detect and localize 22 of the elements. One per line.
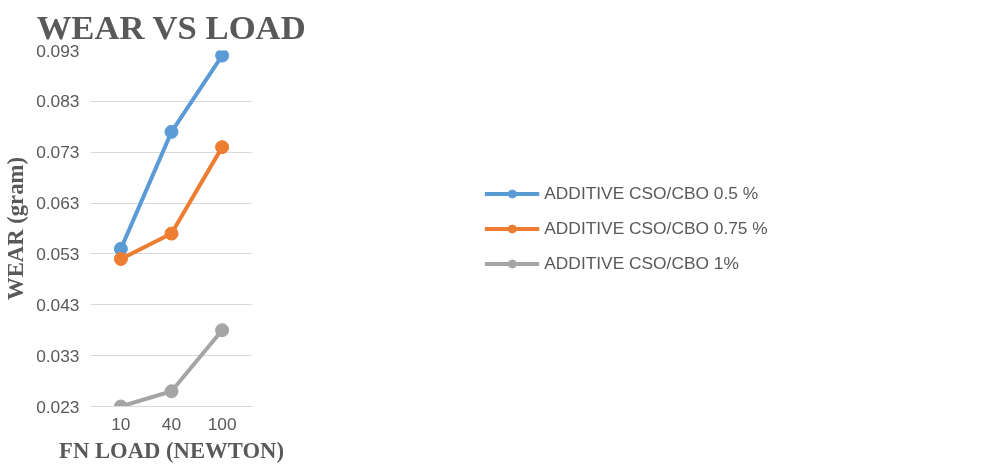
x-tick-label: 100 [207,413,237,434]
point [113,252,128,266]
point [215,323,230,338]
legend-label: ADDITIVE CSO/CBO 0.75 % [544,217,768,239]
y-tick-label: 0.033 [36,345,80,366]
y-tick-label: 0.083 [36,91,80,112]
y-tick-label: 0.063 [36,193,80,214]
point [215,140,230,155]
y-tick-label: 0.053 [36,243,80,264]
x-tick-label: 10 [111,413,131,434]
point [215,50,230,63]
point [164,226,179,241]
y-tick-label: 0.023 [36,396,80,417]
x-axis-title: FN LOAD (NEWTON) [59,437,284,463]
y-tick-label: 0.043 [36,294,80,315]
point [164,124,179,139]
y-axis-title: WEAR (gram) [3,157,29,300]
x-tick-label: 40 [161,413,182,434]
y-tick-label: 0.073 [36,142,80,163]
legend-label: ADDITIVE CSO/CBO 1% [544,252,739,274]
legend-label: ADDITIVE CSO/CBO 0.5 % [544,182,759,204]
point [164,384,179,399]
